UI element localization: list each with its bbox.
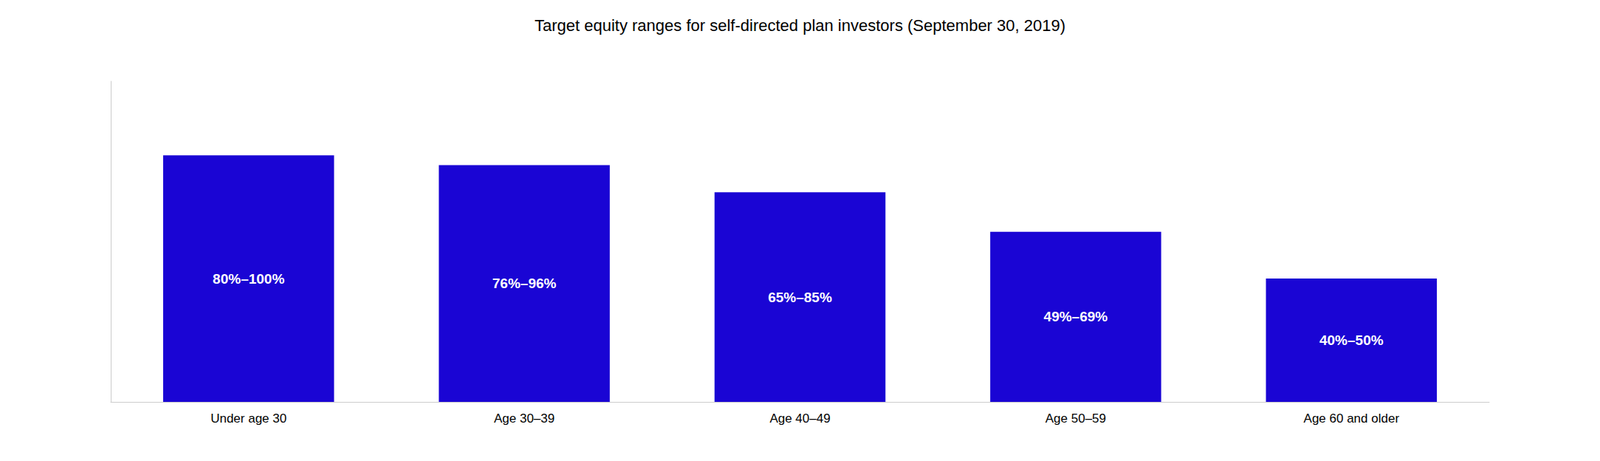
svg-text:76%–96%: 76%–96%: [492, 275, 557, 291]
svg-text:Age 50–59: Age 50–59: [1045, 411, 1107, 426]
svg-text:Under age 30: Under age 30: [210, 411, 287, 426]
svg-text:Age 40–49: Age 40–49: [769, 411, 830, 426]
svg-text:49%–69%: 49%–69%: [1044, 308, 1109, 325]
svg-text:Age 60 and older: Age 60 and older: [1303, 411, 1400, 426]
svg-text:Target equity ranges for self-: Target equity ranges for self-directed p…: [534, 16, 1066, 35]
svg-text:65%–85%: 65%–85%: [767, 289, 833, 305]
svg-text:Age 30–39: Age 30–39: [493, 411, 555, 426]
svg-text:80%–100%: 80%–100%: [212, 270, 285, 287]
svg-text:40%–50%: 40%–50%: [1319, 332, 1384, 348]
